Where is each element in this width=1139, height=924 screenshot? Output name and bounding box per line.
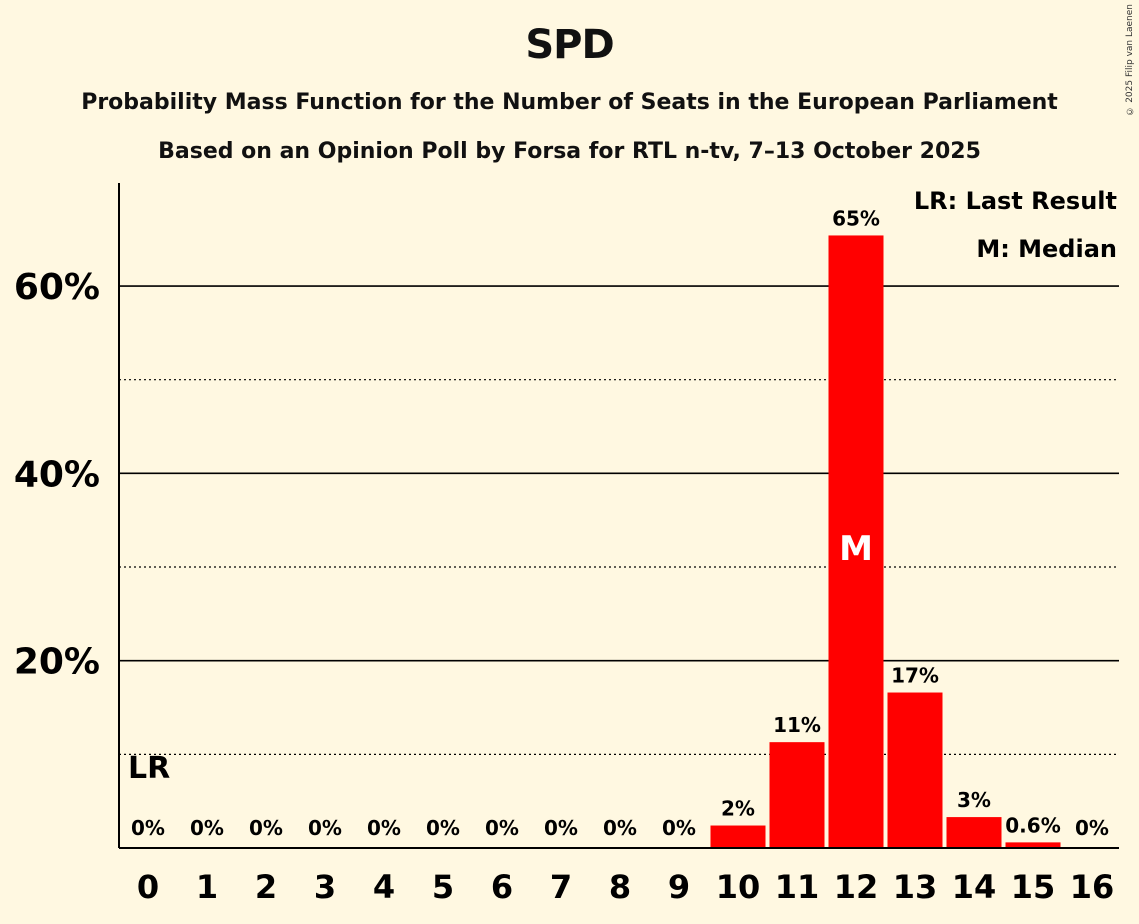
value-label-1: 0% — [190, 816, 224, 840]
bar-12 — [828, 235, 884, 849]
x-tick-label-2: 2 — [255, 868, 277, 906]
y-tick-label-20: 20% — [14, 642, 100, 683]
value-label-2: 0% — [249, 816, 283, 840]
y-tick-labels: 20% 40% 60% — [14, 267, 100, 683]
value-label-14: 3% — [957, 788, 991, 812]
x-tick-label-12: 12 — [834, 868, 879, 906]
value-label-7: 0% — [544, 816, 578, 840]
value-label-4: 0% — [367, 816, 401, 840]
y-tick-label-40: 40% — [14, 454, 100, 495]
y-tick-label-60: 60% — [14, 267, 100, 308]
x-tick-label-6: 6 — [491, 868, 513, 906]
chart-subtitle-source: Based on an Opinion Poll by Forsa for RT… — [158, 139, 981, 164]
value-label-11: 11% — [773, 713, 821, 737]
x-tick-label-0: 0 — [137, 868, 159, 906]
value-labels: 0% 0% 0% 0% 0% 0% 0% 0% 0% 0% 2% 11% 65% 17% 3% 0.6% 0% M… — [128, 206, 1109, 840]
x-tick-label-10: 10 — [716, 868, 761, 906]
x-tick-label-13: 13 — [893, 868, 938, 906]
chart-subtitle: Probability Mass Function for the Number… — [81, 90, 1058, 115]
bar-13 — [887, 692, 943, 848]
x-tick-label-11: 11 — [775, 868, 820, 906]
value-label-12: 65% — [832, 206, 880, 230]
x-tick-label-9: 9 — [668, 868, 690, 906]
bar-15 — [1005, 842, 1061, 848]
x-tick-label-16: 16 — [1070, 868, 1115, 906]
bar-11 — [769, 742, 825, 848]
value-label-8: 0% — [603, 816, 637, 840]
x-tick-label-14: 14 — [952, 868, 997, 906]
value-label-9: 0% — [662, 816, 696, 840]
value-label-6: 0% — [485, 816, 519, 840]
x-tick-labels: 0 1 2 3 4 5 6 7 8 9 10 11 12 13 14 15 16 — [137, 868, 1114, 906]
legend-last-result: LR: Last Result — [914, 187, 1117, 215]
bar-10 — [710, 825, 766, 848]
value-label-15: 0.6% — [1005, 813, 1060, 837]
axes — [118, 183, 1119, 849]
x-tick-label-4: 4 — [373, 868, 395, 906]
grid-lines — [119, 285, 1119, 755]
x-tick-label-1: 1 — [196, 868, 218, 906]
bars — [710, 235, 1061, 849]
value-label-10: 2% — [721, 797, 755, 821]
value-label-5: 0% — [426, 816, 460, 840]
last-result-marker: LR — [128, 751, 170, 786]
x-tick-label-5: 5 — [432, 868, 454, 906]
x-tick-label-7: 7 — [550, 868, 572, 906]
x-tick-label-15: 15 — [1011, 868, 1056, 906]
chart-title: SPD — [525, 22, 614, 68]
value-label-3: 0% — [308, 816, 342, 840]
value-label-0: 0% — [131, 816, 165, 840]
bar-14 — [946, 817, 1002, 848]
median-marker: M — [839, 529, 873, 569]
x-tick-label-8: 8 — [609, 868, 631, 906]
legend-median: M: Median — [976, 235, 1117, 263]
value-label-13: 17% — [891, 664, 939, 688]
value-label-16: 0% — [1075, 816, 1109, 840]
x-tick-label-3: 3 — [314, 868, 336, 906]
